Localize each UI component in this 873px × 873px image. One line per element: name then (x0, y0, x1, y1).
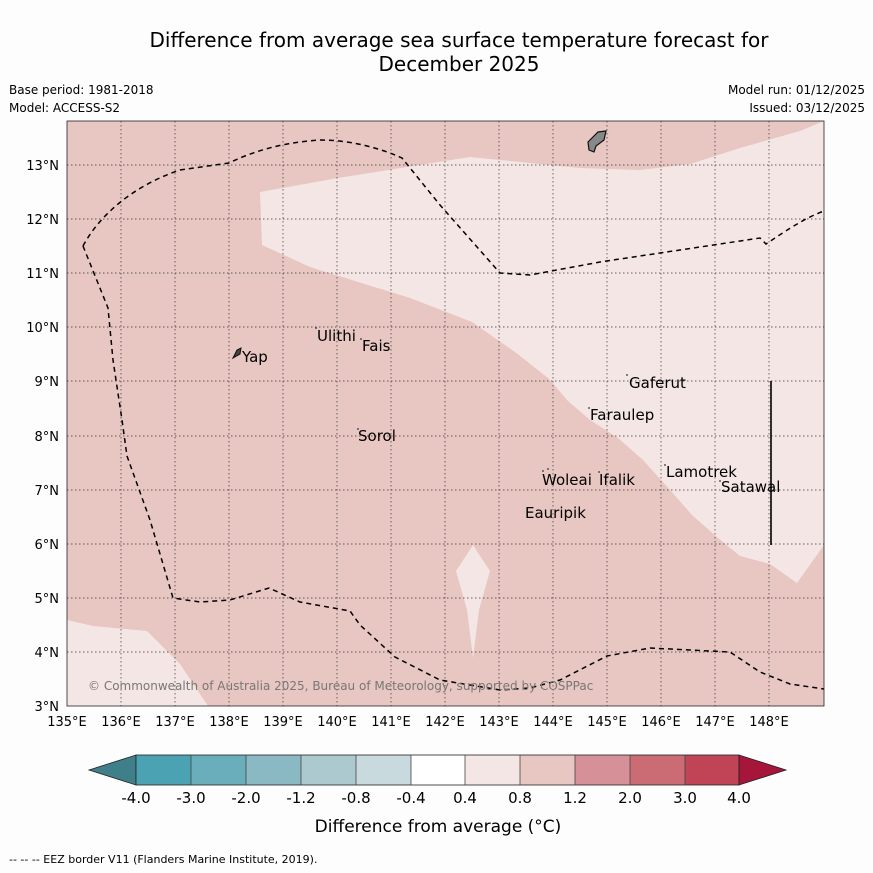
colorbar: -4.0 -3.0 -2.0 -1.2 -0.8 -0.4 0.4 0.8 1.… (87, 754, 788, 837)
model-name: Model: ACCESS-S2 (9, 101, 121, 115)
colorbar-segment (685, 755, 739, 785)
colorbar-segment (191, 755, 246, 785)
place-sorol: Sorol (358, 427, 396, 445)
issued-date: Issued: 03/12/2025 (749, 101, 865, 115)
lat-label: 6°N (35, 538, 60, 553)
map-frame (66, 120, 825, 707)
place-eauripik: Eauripik (525, 504, 586, 522)
colorbar-tick: -1.2 (286, 789, 315, 807)
colorbar-segment (136, 755, 191, 785)
colorbar-tick: 0.8 (508, 789, 532, 807)
colorbar-tick: 1.2 (563, 789, 587, 807)
colorbar-segment (575, 755, 630, 785)
lon-label: 147°E (695, 715, 735, 730)
lon-axis: 135°E 136°E 137°E 138°E 139°E 140°E 141°… (47, 715, 789, 730)
colorbar-high-extension (738, 754, 788, 786)
title-line-1: Difference from average sea surface temp… (149, 28, 769, 52)
copyright-note: © Commonwealth of Australia 2025, Bureau… (88, 679, 593, 693)
place-woleai: Woleai (542, 471, 592, 489)
eez-border (82, 139, 825, 691)
atoll-dots (315, 327, 721, 482)
colorbar-tick: 3.0 (673, 789, 697, 807)
colorbar-tick: 4.0 (727, 789, 751, 807)
colorbar-tick: 2.0 (618, 789, 642, 807)
colorbar-tick: -4.0 (121, 789, 150, 807)
colorbar-tick: -0.4 (396, 789, 425, 807)
chart-title: Difference from average sea surface temp… (45, 28, 873, 76)
light-region-spike (456, 545, 490, 658)
place-lamotrek: Lamotrek (666, 463, 737, 481)
colorbar-segment (520, 755, 575, 785)
lon-label: 140°E (317, 715, 357, 730)
colorbar-segment (411, 755, 465, 785)
colorbar-low-extension (87, 754, 137, 786)
place-fais: Fais (362, 337, 391, 355)
lon-label: 137°E (155, 715, 195, 730)
lat-label: 13°N (26, 159, 59, 174)
lon-label: 136°E (101, 715, 141, 730)
colorbar-segment (630, 755, 685, 785)
colorbar-outline (135, 754, 740, 786)
lon-label: 143°E (479, 715, 519, 730)
meta-right: Model run: 01/12/2025 Issued: 03/12/2025 (728, 81, 865, 117)
place-gaferut: Gaferut (629, 374, 686, 392)
yap-island (231, 347, 242, 360)
lat-label: 3°N (35, 700, 60, 715)
lat-label: 4°N (35, 646, 60, 661)
lat-axis: 13°N 12°N 11°N 10°N 9°N 8°N 7°N 6°N 5°N … (26, 159, 59, 715)
colorbar-tick: -2.0 (231, 789, 260, 807)
eez-legend-note: -- -- -- EEZ border V11 (Flanders Marine… (9, 853, 318, 866)
lon-label: 146°E (641, 715, 681, 730)
lon-label: 141°E (371, 715, 411, 730)
colorbar-tick: -0.8 (341, 789, 370, 807)
colorbar-title: Difference from average (°C) (315, 817, 562, 837)
lon-label: 142°E (425, 715, 465, 730)
lat-label: 9°N (35, 375, 60, 390)
lat-label: 10°N (26, 321, 59, 336)
colorbar-tick: -3.0 (176, 789, 205, 807)
light-region-north (260, 121, 824, 583)
base-period: Base period: 1981-2018 (9, 83, 154, 97)
light-region-sw (67, 620, 208, 706)
lat-label: 11°N (26, 267, 59, 282)
meta-left: Base period: 1981-2018 Model: ACCESS-S2 (9, 81, 154, 117)
lon-label: 135°E (47, 715, 87, 730)
place-faraulep: Faraulep (590, 406, 654, 424)
colorbar-segment (356, 755, 411, 785)
lat-label: 5°N (35, 592, 60, 607)
lat-label: 12°N (26, 213, 59, 228)
colorbar-segment (465, 755, 520, 785)
title-line-2: December 2025 (378, 52, 540, 76)
colorbar-segment (301, 755, 356, 785)
guam-island (587, 130, 607, 153)
colorbar-tick: 0.4 (453, 789, 477, 807)
place-ifalik: Ifalik (599, 471, 635, 489)
lon-label: 148°E (749, 715, 789, 730)
lon-label: 145°E (587, 715, 627, 730)
lon-label: 139°E (263, 715, 303, 730)
lat-label: 8°N (35, 430, 60, 445)
colorbar-segment (246, 755, 301, 785)
lon-label: 138°E (209, 715, 249, 730)
place-ulithi: Ulithi (317, 327, 356, 345)
lat-label: 7°N (35, 484, 60, 499)
lon-label: 144°E (533, 715, 573, 730)
model-run: Model run: 01/12/2025 (727, 83, 865, 97)
gridlines (67, 121, 824, 706)
place-satawal: Satawal (721, 478, 780, 496)
place-yap: Yap (241, 348, 268, 366)
